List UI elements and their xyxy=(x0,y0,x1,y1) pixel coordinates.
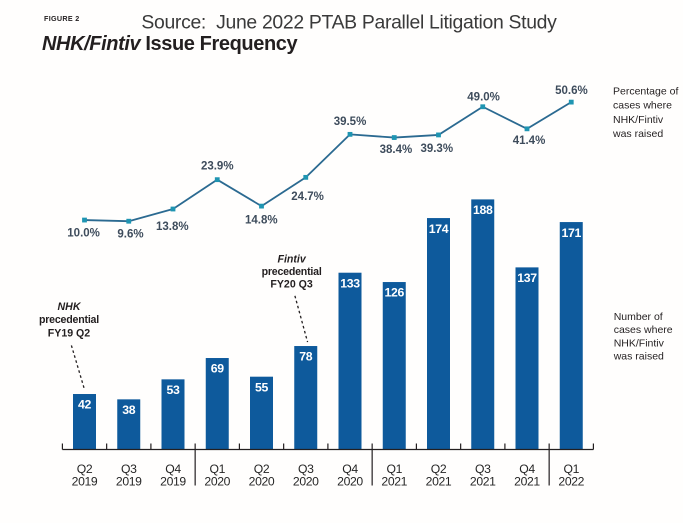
svg-text:49.0%: 49.0% xyxy=(467,91,500,103)
svg-text:55: 55 xyxy=(255,380,269,394)
svg-text:was raised: was raised xyxy=(613,351,664,363)
svg-text:Q3: Q3 xyxy=(298,462,314,476)
svg-text:2020: 2020 xyxy=(249,475,275,489)
svg-text:NHK/Fintiv: NHK/Fintiv xyxy=(613,114,664,126)
svg-text:10.0%: 10.0% xyxy=(67,228,100,240)
svg-text:2021: 2021 xyxy=(426,475,452,489)
svg-text:188: 188 xyxy=(473,203,493,217)
svg-text:2021: 2021 xyxy=(381,475,407,489)
svg-text:24.7%: 24.7% xyxy=(291,191,324,203)
svg-text:Q1: Q1 xyxy=(209,462,225,476)
svg-text:9.6%: 9.6% xyxy=(117,228,143,240)
svg-text:39.3%: 39.3% xyxy=(420,143,453,155)
svg-text:38.4%: 38.4% xyxy=(380,144,413,156)
svg-text:171: 171 xyxy=(561,226,581,240)
svg-text:precedential: precedential xyxy=(39,314,99,326)
svg-text:2019: 2019 xyxy=(160,475,186,489)
svg-text:NHK/Fintiv Issue Frequency: NHK/Fintiv Issue Frequency xyxy=(42,33,298,55)
svg-text:Q2: Q2 xyxy=(431,462,447,476)
svg-text:Number of: Number of xyxy=(614,311,663,323)
svg-text:Q4: Q4 xyxy=(519,462,535,476)
svg-text:14.8%: 14.8% xyxy=(245,215,278,227)
svg-text:Q3: Q3 xyxy=(475,462,491,476)
svg-text:2020: 2020 xyxy=(293,475,319,489)
svg-text:137: 137 xyxy=(517,271,537,285)
svg-text:FIGURE 2: FIGURE 2 xyxy=(44,14,80,23)
svg-text:cases where: cases where xyxy=(614,324,673,336)
svg-text:2019: 2019 xyxy=(116,475,142,489)
svg-text:cases where: cases where xyxy=(613,100,672,112)
svg-text:2021: 2021 xyxy=(514,475,540,489)
svg-text:2022: 2022 xyxy=(558,475,584,489)
svg-text:42: 42 xyxy=(78,398,92,412)
svg-text:38: 38 xyxy=(122,403,136,417)
svg-text:NHK/Fintiv: NHK/Fintiv xyxy=(614,337,665,349)
svg-text:126: 126 xyxy=(384,286,404,300)
svg-text:Fintiv: Fintiv xyxy=(277,253,306,265)
svg-text:2020: 2020 xyxy=(337,475,363,489)
svg-text:Source: June 2022 PTAB Parall: Source: June 2022 PTAB Parallel Litigati… xyxy=(141,12,557,34)
svg-text:53: 53 xyxy=(166,383,180,397)
svg-text:23.9%: 23.9% xyxy=(201,161,234,173)
svg-text:was raised: was raised xyxy=(612,128,663,140)
svg-text:50.6%: 50.6% xyxy=(555,85,588,97)
svg-text:2019: 2019 xyxy=(72,475,98,489)
svg-text:Percentage of: Percentage of xyxy=(613,85,678,97)
svg-text:FY20 Q3: FY20 Q3 xyxy=(270,278,313,290)
svg-text:Q2: Q2 xyxy=(77,462,93,476)
svg-text:Q1: Q1 xyxy=(386,462,402,476)
svg-text:precedential: precedential xyxy=(262,266,322,278)
svg-text:Q1: Q1 xyxy=(563,462,579,476)
svg-text:39.5%: 39.5% xyxy=(334,116,367,128)
svg-text:FY19 Q2: FY19 Q2 xyxy=(48,327,91,339)
svg-text:174: 174 xyxy=(429,222,449,236)
svg-text:NHK: NHK xyxy=(58,301,82,313)
svg-text:Q2: Q2 xyxy=(254,462,270,476)
svg-text:Q4: Q4 xyxy=(342,462,358,476)
svg-text:41.4%: 41.4% xyxy=(513,135,546,147)
svg-text:Q3: Q3 xyxy=(121,462,137,476)
svg-text:2020: 2020 xyxy=(204,475,230,489)
svg-text:13.8%: 13.8% xyxy=(156,221,189,233)
svg-text:69: 69 xyxy=(211,362,225,376)
svg-text:133: 133 xyxy=(340,276,360,290)
svg-text:Q4: Q4 xyxy=(165,462,181,476)
svg-text:78: 78 xyxy=(299,350,313,364)
svg-text:2021: 2021 xyxy=(470,475,496,489)
